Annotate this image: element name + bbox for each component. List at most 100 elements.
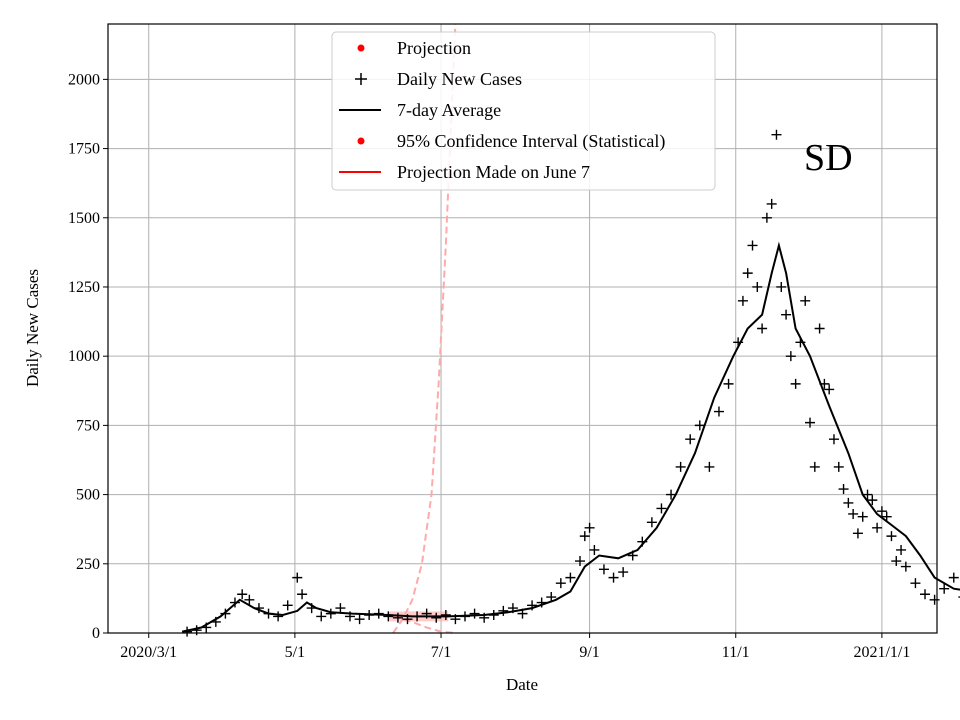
- y-tick-label: 250: [76, 556, 100, 573]
- daily-case-marker: [555, 578, 566, 589]
- daily-case-marker: [263, 608, 274, 619]
- y-tick-label: 500: [76, 487, 100, 504]
- daily-case-marker: [781, 309, 792, 320]
- x-tick-label: 2021/1/1: [853, 644, 910, 661]
- daily-case-marker: [704, 461, 715, 472]
- series-lines: [182, 241, 960, 633]
- daily-case-marker: [306, 603, 317, 614]
- daily-case-marker: [795, 337, 806, 348]
- daily-case-marker: [939, 583, 950, 594]
- x-tick-label: 9/1: [579, 644, 599, 661]
- daily-case-marker: [579, 531, 590, 542]
- daily-case-marker: [589, 544, 600, 555]
- legend-entry: Daily New Cases: [355, 69, 522, 89]
- daily-case-marker: [316, 611, 327, 622]
- daily-case-marker: [867, 495, 878, 506]
- daily-case-marker: [785, 351, 796, 362]
- x-tick-label: 11/1: [722, 644, 750, 661]
- daily-case-marker: [598, 564, 609, 575]
- y-axis-ticks: 0 250 500 750 1000 1250 1500 1750 2000: [68, 71, 108, 642]
- x-tick-label: 5/1: [285, 644, 305, 661]
- daily-case-marker: [517, 608, 528, 619]
- daily-case-marker: [881, 511, 892, 522]
- daily-case-marker: [201, 622, 212, 633]
- daily-case-marker: [565, 572, 576, 583]
- daily-case-marker: [814, 323, 825, 334]
- daily-case-marker: [488, 610, 499, 621]
- daily-case-marker: [857, 511, 868, 522]
- y-tick-label: 1750: [68, 141, 100, 158]
- daily-case-marker: [182, 626, 193, 637]
- daily-case-marker: [383, 611, 394, 622]
- daily-case-marker: [694, 420, 705, 431]
- legend-label: Daily New Cases: [397, 69, 522, 89]
- daily-case-marker: [843, 497, 854, 508]
- daily-case-marker: [637, 536, 648, 547]
- daily-case-marker: [546, 592, 557, 603]
- y-tick-label: 1500: [68, 210, 100, 227]
- legend-entry: Projection: [357, 38, 471, 58]
- legend-box: [331, 31, 716, 191]
- legend-items: Projection Daily New Cases 7-day Average 95…: [339, 38, 665, 182]
- legend-label: 7-day Average: [397, 100, 501, 120]
- daily-case-marker: [771, 129, 782, 140]
- daily-case-marker: [273, 611, 284, 622]
- daily-case-marker: [421, 608, 432, 619]
- daily-case-marker: [833, 461, 844, 472]
- daily-case-marker: [752, 281, 763, 292]
- daily-case-marker: [713, 406, 724, 417]
- daily-case-marker: [900, 561, 911, 572]
- daily-case-marker: [828, 434, 839, 445]
- daily-case-marker: [761, 212, 772, 223]
- daily-case-marker: [292, 572, 303, 583]
- sd-annotation: SD: [804, 137, 853, 179]
- daily-case-marker: [459, 611, 470, 622]
- y-tick-label: 0: [92, 625, 100, 642]
- legend-plus-marker: [355, 73, 367, 85]
- legend-label: Projection Made on June 7: [397, 162, 590, 182]
- legend-label: Projection: [397, 38, 471, 58]
- daily-case-marker: [297, 589, 308, 600]
- daily-case-marker: [244, 594, 255, 605]
- daily-case-marker: [675, 461, 686, 472]
- daily-case-marker: [656, 503, 667, 514]
- daily-case-marker: [220, 608, 231, 619]
- daily-case-marker: [766, 198, 777, 209]
- daily-case-marker: [210, 616, 221, 627]
- daily-case-marker: [776, 281, 787, 292]
- daily-case-marker: [282, 600, 293, 611]
- daily-case-marker: [431, 612, 442, 623]
- daily-case-marker: [627, 550, 638, 561]
- daily-case-marker: [723, 378, 734, 389]
- legend-entry: 95% Confidence Interval (Statistical): [357, 131, 665, 152]
- daily-new-cases-scatter: [182, 129, 960, 637]
- daily-case-marker: [685, 434, 696, 445]
- daily-case-marker: [479, 612, 490, 623]
- daily-case-marker: [412, 611, 423, 622]
- daily-case-marker: [575, 556, 586, 567]
- daily-case-marker: [838, 484, 849, 495]
- daily-case-marker: [757, 323, 768, 334]
- daily-case-marker: [392, 612, 403, 623]
- daily-case-marker: [747, 240, 758, 251]
- daily-case-marker: [498, 605, 509, 616]
- daily-case-marker: [325, 608, 336, 619]
- daily-case-marker: [848, 508, 859, 519]
- daily-case-marker: [237, 589, 248, 600]
- x-tick-label: 2020/3/1: [120, 644, 177, 661]
- daily-case-marker: [733, 337, 744, 348]
- y-tick-label: 1250: [68, 279, 100, 296]
- daily-case-marker: [536, 597, 547, 608]
- daily-case-marker: [450, 614, 461, 625]
- legend-entry: 7-day Average: [339, 100, 501, 120]
- legend: Projection Daily New Cases 7-day Average 95…: [331, 31, 716, 191]
- daily-case-marker: [862, 489, 873, 500]
- daily-case-marker: [646, 517, 657, 528]
- daily-case-marker: [440, 610, 451, 621]
- daily-case-marker: [618, 567, 629, 578]
- daily-case-marker: [527, 600, 538, 611]
- x-axis-ticks: 2020/3/15/17/19/111/12021/1/13/15/17/19/…: [120, 633, 910, 661]
- daily-case-marker: [872, 522, 883, 533]
- daily-case-marker: [354, 614, 365, 625]
